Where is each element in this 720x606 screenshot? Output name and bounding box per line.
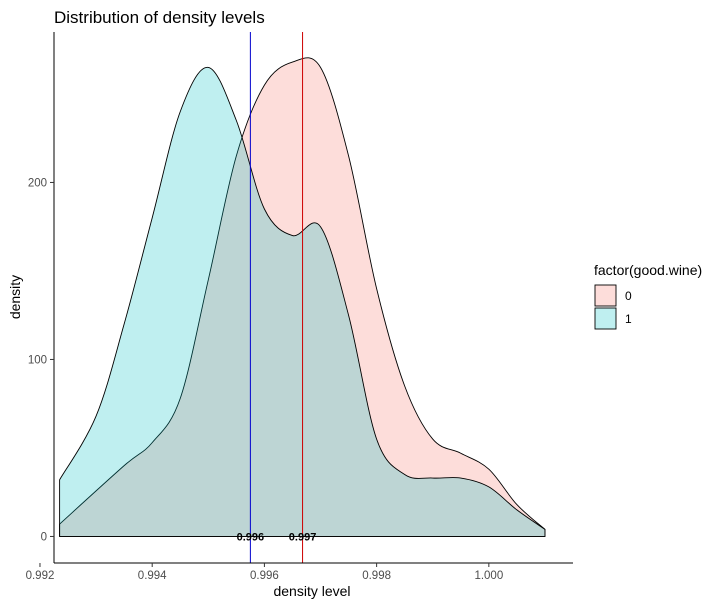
legend-label-0: 0 — [625, 289, 632, 303]
mean-lines — [249, 32, 304, 563]
y-tick-label: 0 — [41, 531, 47, 543]
legend: factor(good.wine) 01 — [594, 262, 702, 330]
legend-label-1: 1 — [625, 312, 632, 326]
y-axis-ticks: 0 100 200 — [28, 177, 54, 543]
x-tick-label: 0.998 — [362, 570, 391, 582]
x-tick-label: 1.000 — [474, 570, 503, 582]
x-tick-label: 0.996 — [250, 570, 279, 582]
x-tick-label: 0.992 — [26, 570, 55, 582]
x-axis-title: density level — [273, 583, 350, 599]
legend-entries: 01 — [594, 284, 632, 330]
y-axis-title: density — [7, 275, 23, 319]
y-tick-label: 200 — [28, 177, 47, 189]
chart-title: Distribution of density levels — [54, 8, 265, 27]
mean-label-1: 0.996 — [237, 531, 265, 543]
legend-title: factor(good.wine) — [594, 262, 702, 278]
mean-label-2: 0.997 — [289, 531, 317, 543]
y-tick-label: 100 — [28, 354, 47, 366]
legend-key-1 — [594, 307, 617, 330]
legend-key-0 — [594, 284, 617, 307]
x-tick-label: 0.994 — [138, 570, 167, 582]
mean-labels: 0.996 0.997 — [237, 531, 317, 543]
x-axis-ticks: 0.992 0.994 0.996 0.998 1.000 — [26, 563, 503, 582]
plot-area: 0.996 0.997 — [59, 32, 546, 563]
